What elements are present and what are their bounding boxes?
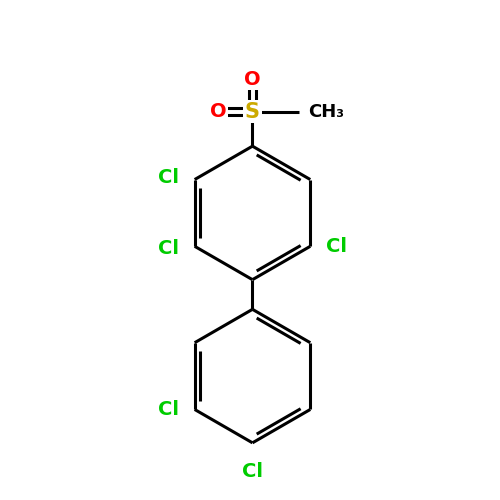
Text: Cl: Cl [242,462,263,480]
Text: Cl: Cl [326,237,347,256]
Text: CH₃: CH₃ [308,102,344,120]
Text: O: O [210,102,226,121]
Text: Cl: Cl [158,240,179,258]
Text: Cl: Cl [158,400,179,419]
Text: S: S [245,102,260,121]
Text: Cl: Cl [158,168,179,186]
Text: O: O [244,70,261,89]
